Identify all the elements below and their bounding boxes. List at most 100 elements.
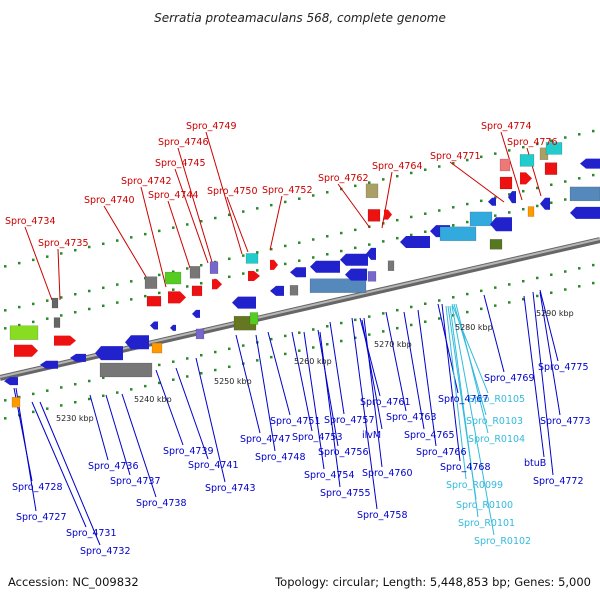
gene-box [191,285,203,297]
guide-dot [396,174,399,178]
guide-dot [116,283,119,286]
bottom-gene-label: btuB [524,458,546,469]
accession-text: Accession: NC_009832 [8,575,139,589]
bottom-gene-label: ilvM [362,430,381,441]
gene-arrow-reverse [580,158,600,169]
guide-dot [200,264,203,267]
guide-dot [144,384,147,388]
guide-dot [298,331,301,334]
bottom-gene-label: Spro_4767 [438,394,489,405]
guide-dot [550,201,553,204]
gene-arrow-reverse [150,321,158,330]
guide-dot [214,216,217,220]
leader-line [445,305,467,480]
guide-dot [550,273,553,276]
leader-line [449,161,505,203]
gene-box [469,211,493,227]
guide-dot [256,269,259,272]
tick-label: 5230 kbp [56,414,94,423]
guide-dot [592,281,595,285]
guide-dot [452,224,455,227]
guide-dot [536,186,539,190]
guide-dot [228,213,231,217]
guide-dot [298,349,301,352]
leader-line [337,183,371,229]
guide-dot [116,301,119,304]
gene-box [245,253,259,264]
leader-line [175,367,209,460]
guide-dot [158,381,161,385]
guide-dot [452,296,455,299]
guide-dot [312,328,315,331]
guide-dot [564,180,567,183]
guide-dot [60,386,63,389]
guide-dot [144,294,147,298]
leader-line [167,200,191,269]
gene-box [365,183,379,199]
guide-dot [536,276,539,280]
guide-dot [158,229,161,233]
bottom-gene-label: Spro_4775 [538,362,589,373]
guide-dot [340,339,343,343]
bottom-gene-label: Spro_4737 [110,476,161,487]
guide-dot [18,305,21,309]
gene-box [289,285,299,296]
rna-gene-label: Spro_R0104 [468,434,525,445]
leader-line [267,331,291,416]
bottom-gene-label: Spro_4772 [533,476,584,487]
leader-line [155,369,184,446]
guide-dot [410,305,413,309]
leader-line [539,291,561,416]
leader-line [351,317,378,510]
bottom-gene-label: Spro_4754 [304,470,355,481]
gene-box [146,295,162,307]
gene-box [544,162,558,175]
guide-dot [522,145,525,149]
guide-dot [466,220,469,224]
gene-box [499,158,511,172]
leader-line [523,295,545,458]
guide-dot [536,204,539,208]
bottom-gene-label: Spro_4727 [16,512,67,523]
guide-dot [270,337,273,341]
leader-line [226,196,249,253]
guide-dot [18,395,21,399]
top-gene-label: Spro_4776 [507,137,558,148]
guide-dot [18,323,21,327]
guide-dot [438,209,441,212]
bottom-gene-label: Spro_4741 [188,460,239,471]
gene-arrow-reverse [490,217,512,232]
leader-line [269,195,283,251]
leader-line [451,305,495,536]
guide-dot [130,298,133,301]
guide-dot [158,291,161,295]
guide-dot [354,184,357,188]
guide-dot [88,379,91,383]
guide-dot [480,307,483,311]
gene-labels: Spro_4734 Spro_4735 Spro_4740 Spro_4742 Spro… [5,121,591,557]
guide-dot [312,194,315,197]
leader-line [140,186,167,288]
gene-box [144,276,158,289]
guide-dot [32,392,35,396]
gene-box [195,328,205,340]
guide-dot [466,310,469,314]
guide-dot [326,343,329,346]
gene-box [499,176,513,190]
bottom-gene-label: Spro_4763 [386,412,437,423]
gene-arrow-reverse [170,324,176,331]
rna-gene-label: Spro_R0102 [474,536,531,547]
gene-arrow-reverse [192,309,200,318]
gene-box [9,325,39,340]
gene-box [249,312,259,325]
guide-dot [354,336,357,340]
bottom-gene-label: Spro_4756 [318,447,369,458]
bottom-gene-label: Spro_4766 [416,447,467,458]
guide-dot [60,296,63,299]
guide-dot [508,283,511,286]
guide-dot [214,350,217,354]
bottom-gene-label: Spro_4753 [292,432,343,443]
gene-arrow-reverse [340,253,368,266]
leader-line [359,317,381,397]
